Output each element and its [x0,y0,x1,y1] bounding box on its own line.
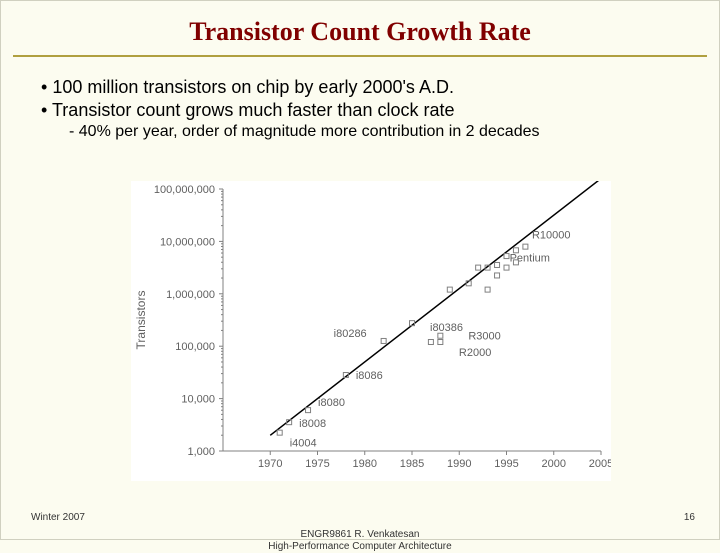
svg-text:2005: 2005 [589,458,611,470]
transistor-chart: 1,000 10,000 100,000 1,000,000 10,000,000 100… [131,181,611,481]
svg-text:1990: 1990 [447,458,471,470]
svg-text:100,000,000: 100,000,000 [154,184,215,196]
footer-term: Winter 2007 [31,512,85,523]
svg-text:R10000: R10000 [532,229,571,241]
slide-number: 16 [684,512,695,523]
svg-text:1975: 1975 [305,458,329,470]
svg-text:100,000: 100,000 [175,341,215,353]
svg-text:i8080: i8080 [318,397,345,409]
svg-text:2000: 2000 [542,458,566,470]
bullet-1: 100 million transistors on chip by early… [41,77,699,98]
sub-bullet-1: 40% per year, order of magnitude more co… [41,123,699,141]
footer-course: ENGR9861 R. Venkatesan High-Performance … [1,529,719,553]
svg-text:1,000: 1,000 [187,446,215,458]
svg-text:i4004: i4004 [290,438,317,450]
svg-text:i80386: i80386 [430,322,463,334]
svg-text:R3000: R3000 [468,331,500,343]
bullet-list: 100 million transistors on chip by early… [1,77,719,141]
svg-text:10,000: 10,000 [181,394,215,406]
footer-line2: High-Performance Computer Architecture [1,541,719,553]
svg-text:1995: 1995 [494,458,518,470]
svg-text:i8008: i8008 [299,418,326,430]
svg-text:i8086: i8086 [356,370,383,382]
bullet-2: Transistor count grows much faster than … [41,100,699,121]
svg-text:1970: 1970 [258,458,282,470]
svg-text:10,000,000: 10,000,000 [160,236,215,248]
svg-text:Transistors: Transistors [134,291,148,350]
svg-text:Pentium: Pentium [510,253,550,265]
footer-line1: ENGR9861 R. Venkatesan [1,529,719,541]
svg-text:i80286: i80286 [334,328,367,340]
svg-text:1985: 1985 [400,458,424,470]
svg-text:1980: 1980 [353,458,377,470]
svg-text:1,000,000: 1,000,000 [166,289,215,301]
slide-title: Transistor Count Growth Rate [13,1,707,57]
svg-text:R2000: R2000 [459,347,491,359]
